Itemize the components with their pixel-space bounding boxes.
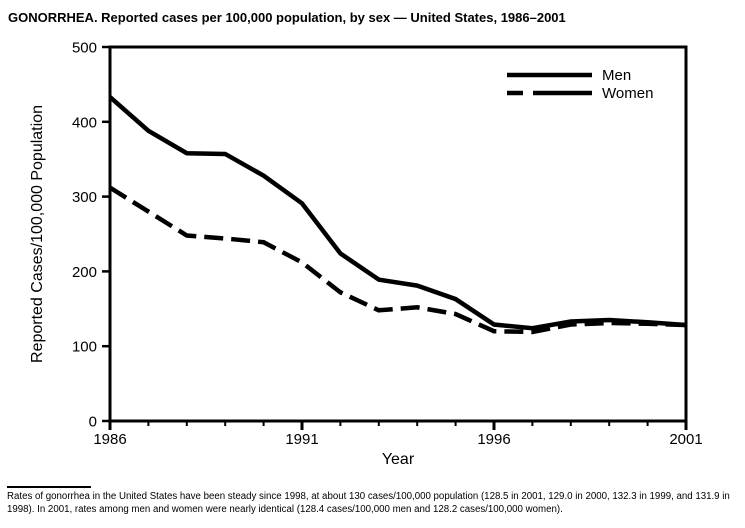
y-tick-label: 500	[72, 40, 97, 57]
x-tick-label: 1986	[93, 431, 126, 448]
men-series-line	[108, 95, 687, 331]
footnote-text: Rates of gonorrhea in the United States …	[7, 491, 730, 515]
legend: Men Women	[507, 67, 653, 102]
x-tick-label: 1996	[477, 431, 510, 448]
x-tick-label: 1991	[285, 431, 318, 448]
y-tick-label: 400	[72, 114, 97, 131]
x-tick-label: 2001	[669, 431, 702, 448]
chart-title: GONORRHEA. Reported cases per 100,000 po…	[8, 10, 566, 25]
gonorrhea-line-chart: 0 100 200 300 400 500 1986 1991 1996 2001 Report…	[29, 40, 703, 469]
y-tick-label: 100	[72, 339, 97, 356]
x-axis-ticks: 1986 1991 1996 2001	[93, 421, 703, 448]
legend-women-label: Women	[602, 85, 653, 102]
footnote-separator	[7, 486, 91, 488]
y-axis-label: Reported Cases/100,000 Population	[29, 105, 46, 363]
y-axis-ticks: 0 100 200 300 400 500	[72, 40, 110, 431]
plot-frame	[108, 45, 688, 423]
x-axis-label: Year	[382, 451, 415, 468]
y-tick-label: 200	[72, 264, 97, 281]
y-tick-label: 0	[89, 414, 97, 431]
legend-men-label: Men	[602, 67, 631, 84]
y-tick-label: 300	[72, 189, 97, 206]
women-series-line	[108, 185, 687, 335]
